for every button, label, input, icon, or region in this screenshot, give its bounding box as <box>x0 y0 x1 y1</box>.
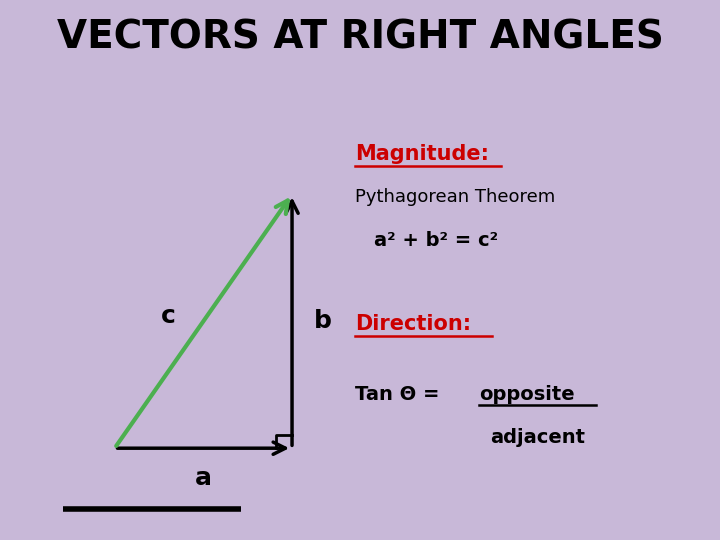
Text: c: c <box>161 304 176 328</box>
Text: b: b <box>314 309 332 333</box>
Text: Pythagorean Theorem: Pythagorean Theorem <box>356 188 556 206</box>
Text: opposite: opposite <box>479 384 575 404</box>
Text: Tan Θ =: Tan Θ = <box>356 384 446 404</box>
Text: Magnitude:: Magnitude: <box>356 144 490 164</box>
Text: adjacent: adjacent <box>490 428 585 447</box>
Text: Direction:: Direction: <box>356 314 472 334</box>
Text: a: a <box>195 466 212 490</box>
Text: VECTORS AT RIGHT ANGLES: VECTORS AT RIGHT ANGLES <box>57 19 663 57</box>
Text: a² + b² = c²: a² + b² = c² <box>374 231 498 250</box>
